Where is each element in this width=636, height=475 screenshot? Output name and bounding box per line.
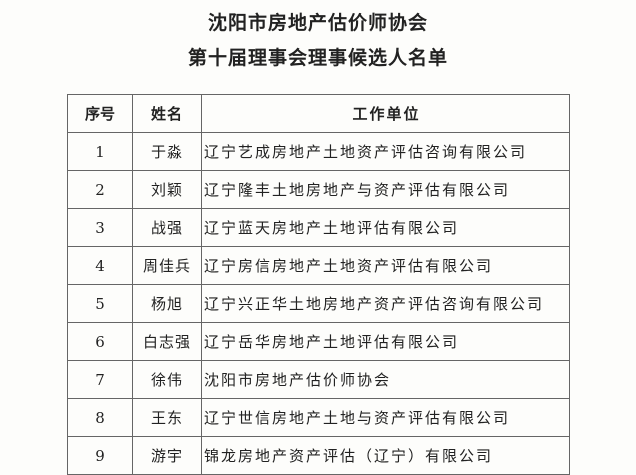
table-row: 1 于淼 辽宁艺成房地产土地资产评估咨询有限公司 xyxy=(67,132,570,171)
table-row: 5 杨旭 辽宁兴正华土地房地产资产评估咨询有限公司 xyxy=(67,284,570,323)
table-row: 2 刘颖 辽宁隆丰土地房地产与资产评估有限公司 xyxy=(67,170,570,209)
cell-index: 6 xyxy=(67,322,133,361)
cell-index: 1 xyxy=(67,132,133,171)
table-row: 3 战强 辽宁蓝天房地产土地评估有限公司 xyxy=(67,208,570,247)
table-row: 4 周佳兵 辽宁房信房地产土地资产评估有限公司 xyxy=(67,246,570,285)
cell-employer: 辽宁艺成房地产土地资产评估咨询有限公司 xyxy=(201,132,570,171)
cell-name: 白志强 xyxy=(132,322,202,361)
cell-employer: 锦龙房地产资产评估（辽宁）有限公司 xyxy=(201,436,570,475)
cell-index: 3 xyxy=(67,208,133,247)
cell-employer: 辽宁世信房地产土地与资产评估有限公司 xyxy=(201,398,570,437)
table-row: 6 白志强 辽宁岳华房地产土地评估有限公司 xyxy=(67,322,570,361)
table-row: 9 游宇 锦龙房地产资产评估（辽宁）有限公司 xyxy=(67,436,570,475)
cell-name: 战强 xyxy=(132,208,202,247)
document-title: 沈阳市房地产估价师协会 xyxy=(207,12,428,34)
cell-employer: 辽宁隆丰土地房地产与资产评估有限公司 xyxy=(201,170,570,209)
cell-name: 杨旭 xyxy=(132,284,202,323)
cell-name: 游宇 xyxy=(132,436,202,475)
candidate-table: 序号 姓名 工作单位 1 于淼 辽宁艺成房地产土地资产评估咨询有限公司 2 刘颖 辽宁隆丰… xyxy=(67,94,570,475)
cell-index: 7 xyxy=(67,360,133,399)
cell-name: 周佳兵 xyxy=(132,246,202,285)
cell-index: 2 xyxy=(67,170,133,209)
table-row: 7 徐伟 沈阳市房地产估价师协会 xyxy=(67,360,570,399)
header-name: 姓名 xyxy=(132,94,202,133)
document-subtitle: 第十届理事会理事候选人名单 xyxy=(187,47,448,69)
header-index: 序号 xyxy=(67,94,133,133)
cell-employer: 辽宁房信房地产土地资产评估有限公司 xyxy=(201,246,570,285)
cell-employer: 辽宁岳华房地产土地评估有限公司 xyxy=(201,322,570,361)
table-header-row: 序号 姓名 工作单位 xyxy=(67,94,570,133)
table-row: 8 王东 辽宁世信房地产土地与资产评估有限公司 xyxy=(67,398,570,437)
cell-name: 于淼 xyxy=(132,132,202,171)
cell-index: 9 xyxy=(67,436,133,475)
cell-employer: 辽宁兴正华土地房地产资产评估咨询有限公司 xyxy=(201,284,570,323)
cell-employer: 辽宁蓝天房地产土地评估有限公司 xyxy=(201,208,570,247)
cell-employer: 沈阳市房地产估价师协会 xyxy=(201,360,570,399)
cell-index: 8 xyxy=(67,398,133,437)
cell-index: 4 xyxy=(67,246,133,285)
cell-index: 5 xyxy=(67,284,133,323)
header-employer: 工作单位 xyxy=(201,94,570,133)
cell-name: 王东 xyxy=(132,398,202,437)
cell-name: 刘颖 xyxy=(132,170,202,209)
cell-name: 徐伟 xyxy=(132,360,202,399)
